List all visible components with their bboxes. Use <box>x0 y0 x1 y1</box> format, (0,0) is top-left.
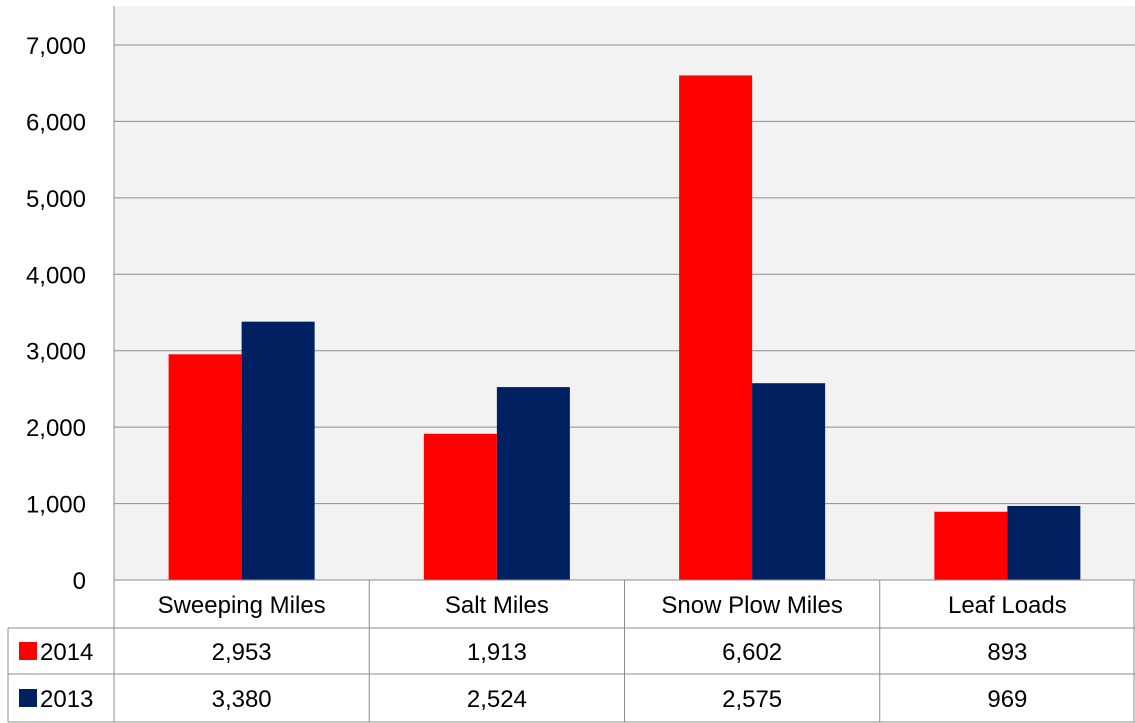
bar-2014-snow-plow-miles <box>679 75 753 580</box>
legend-swatch-2014 <box>19 642 37 660</box>
bar-2013-leaf-loads <box>1007 505 1081 580</box>
category-label: Sweeping Miles <box>158 592 326 619</box>
bar-2014-leaf-loads <box>934 511 1008 580</box>
bar-2014-salt-miles <box>423 433 497 580</box>
table-cell-value: 3,380 <box>212 686 272 713</box>
y-tick-label: 7,000 <box>26 33 86 60</box>
bar-2013-snow-plow-miles <box>752 383 826 580</box>
y-tick-label: 2,000 <box>26 415 86 442</box>
legend-swatch-2013 <box>19 689 37 707</box>
category-label: Snow Plow Miles <box>661 592 842 619</box>
y-tick-label: 0 <box>73 568 86 595</box>
legend-label: 2013 <box>40 686 93 713</box>
y-tick-label: 6,000 <box>26 109 86 136</box>
category-label: Leaf Loads <box>948 592 1067 619</box>
y-tick-label: 5,000 <box>26 186 86 213</box>
y-tick-label: 3,000 <box>26 339 86 366</box>
table-cell-value: 6,602 <box>722 639 782 666</box>
bar-2013-salt-miles <box>496 387 570 580</box>
bar-2013-sweeping-miles <box>241 321 315 580</box>
table-cell-value: 2,524 <box>467 686 527 713</box>
y-tick-label: 4,000 <box>26 262 86 289</box>
bar-2014-sweeping-miles <box>168 354 242 580</box>
table-cell-value: 2,575 <box>722 686 782 713</box>
table-cell-value: 969 <box>987 686 1027 713</box>
category-label: Salt Miles <box>445 592 549 619</box>
legend-label: 2014 <box>40 639 93 666</box>
table-cell-value: 2,953 <box>212 639 272 666</box>
table-cell-value: 893 <box>987 639 1027 666</box>
y-tick-label: 1,000 <box>26 492 86 519</box>
table-cell-value: 1,913 <box>467 639 527 666</box>
